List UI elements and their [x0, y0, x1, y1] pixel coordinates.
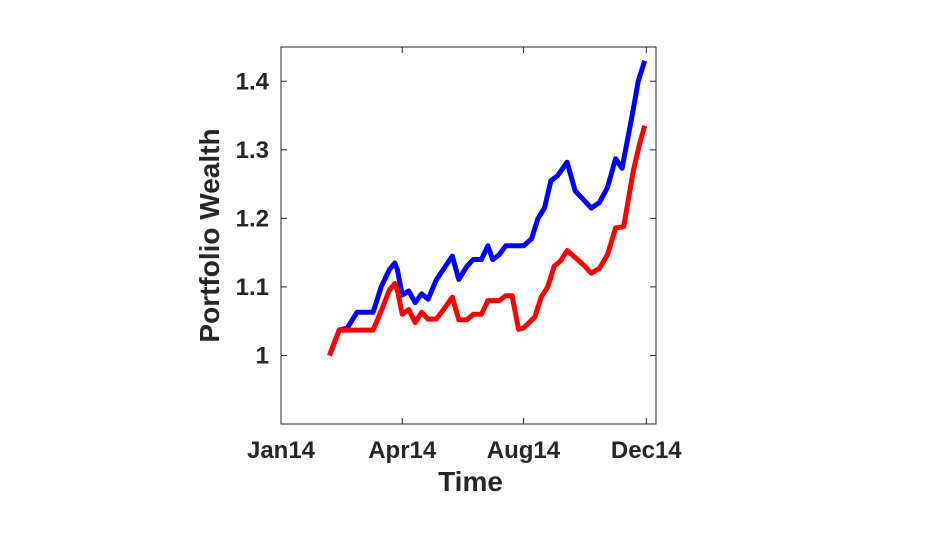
x-axis-label: Time — [438, 466, 503, 497]
labels-layer: Time Portfolio Wealth — [194, 128, 503, 497]
y-axis-label: Portfolio Wealth — [194, 128, 225, 342]
y-tick-label: 1.3 — [236, 137, 269, 164]
x-tick-label: Jan14 — [247, 437, 316, 464]
series-line-1 — [327, 125, 648, 357]
axes-box — [280, 46, 657, 425]
y-tick-label: 1.4 — [236, 68, 270, 95]
lines-layer — [327, 59, 648, 357]
x-tick-label: Dec14 — [611, 437, 682, 464]
y-tick-label: 1.2 — [236, 205, 269, 232]
plot-area — [280, 46, 657, 425]
x-tick-label: Apr14 — [368, 437, 437, 464]
y-tick-label: 1 — [256, 342, 269, 369]
x-tick-label: Aug14 — [487, 437, 561, 464]
series-line-0 — [327, 59, 648, 357]
y-tick-label: 1.1 — [236, 274, 269, 301]
ticks-layer: 1 1.1 1.2 1.3 1.4 Jan14 Apr14 Aug14 Dec14 — [236, 47, 682, 464]
